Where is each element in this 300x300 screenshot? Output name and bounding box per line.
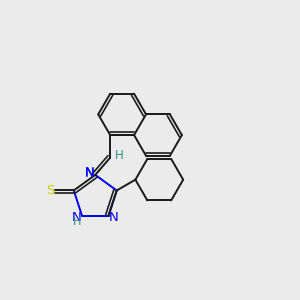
Text: N: N: [85, 167, 95, 179]
Text: H: H: [73, 217, 81, 227]
Text: S: S: [46, 184, 54, 197]
Text: N: N: [109, 211, 119, 224]
Text: H: H: [115, 149, 124, 163]
Text: N: N: [72, 211, 82, 224]
Text: N: N: [84, 167, 94, 180]
